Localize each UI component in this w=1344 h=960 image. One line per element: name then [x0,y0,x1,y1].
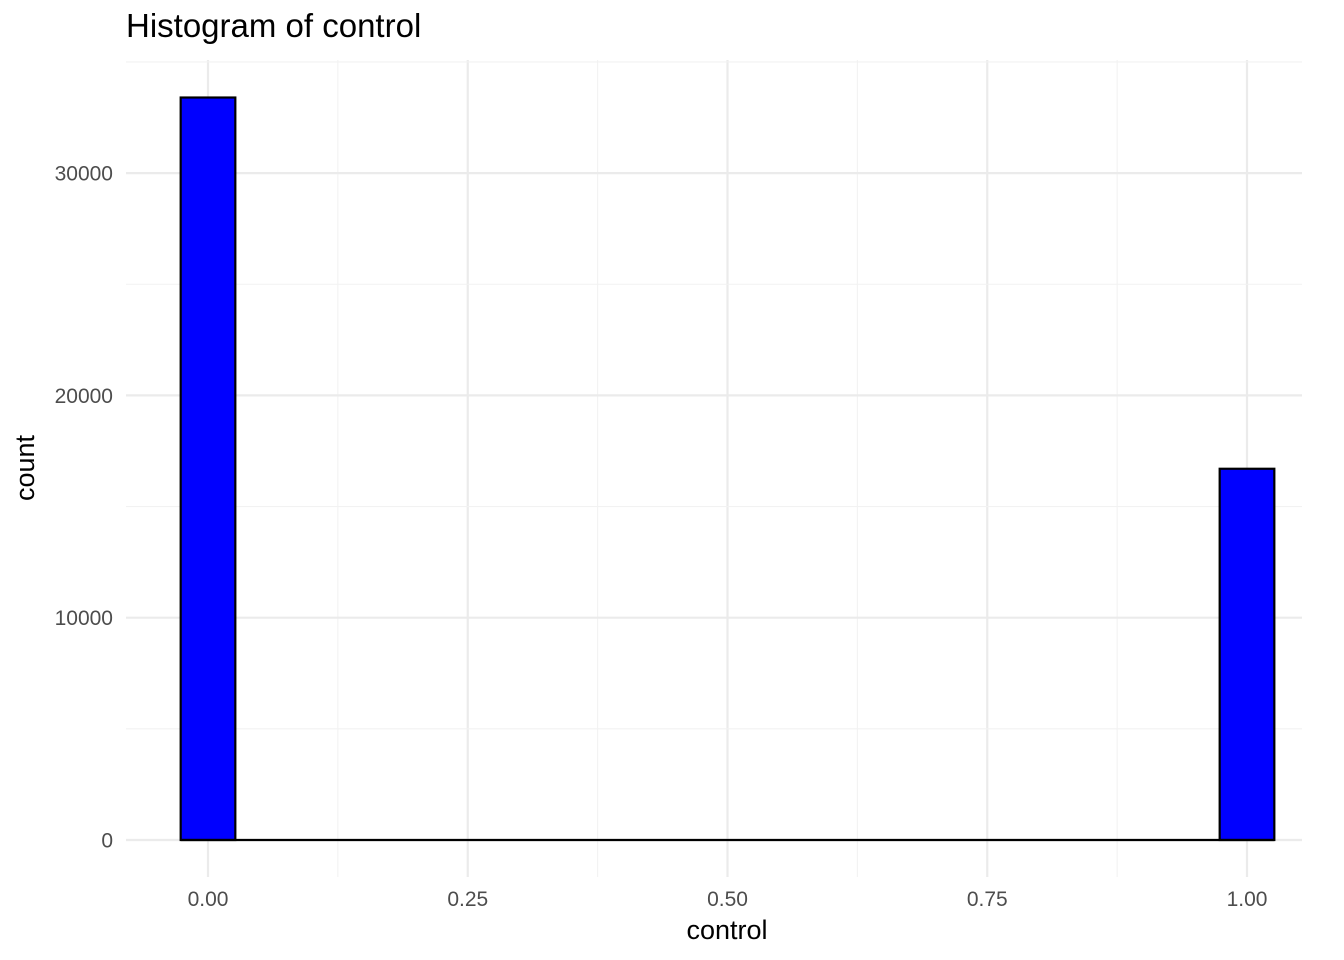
bars [179,96,1276,842]
x-tick-label: 0.75 [967,888,1008,911]
histogram-bar [179,96,237,842]
y-tick-label: 30000 [55,163,113,186]
x-tick-label: 0.25 [447,888,488,911]
x-tick-label: 0.00 [188,888,229,911]
histogram-bar [1218,467,1276,842]
x-tick-label: 1.00 [1227,888,1268,911]
y-tick-label: 10000 [55,607,113,630]
chart-title: Histogram of control [126,7,421,44]
x-tick-label: 0.50 [707,888,748,911]
x-axis-ticks: 0.00 0.25 0.50 0.75 1.00 [188,888,1268,911]
grid [126,60,1302,877]
y-tick-label: 20000 [55,385,113,408]
x-axis-title: control [686,915,767,945]
y-axis-title: count [10,434,40,501]
y-axis-ticks: 0 10000 20000 30000 [55,163,113,853]
y-tick-label: 0 [101,830,113,853]
